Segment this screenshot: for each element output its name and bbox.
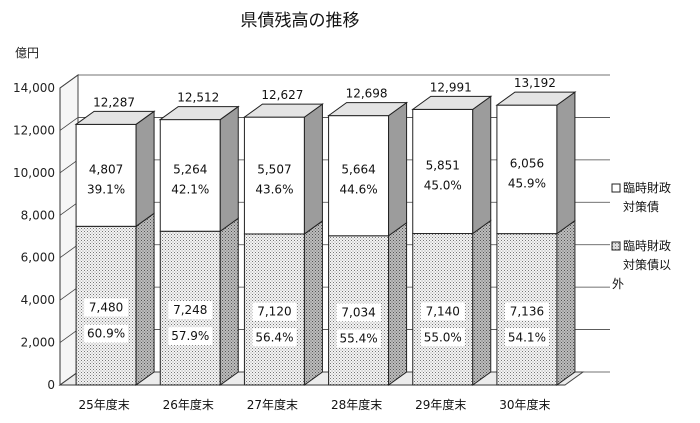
x-category-label: 29年度末 [415, 397, 466, 412]
pct-label-other: 55.4% [340, 331, 378, 345]
x-category-label: 28年度末 [331, 397, 382, 412]
value-label-bg [168, 301, 213, 320]
gridline-diagonal [59, 74, 79, 89]
bar-side-rinji [472, 95, 492, 235]
gridline-diagonal [59, 244, 79, 259]
value-label-rinji: 5,851 [426, 158, 460, 172]
bar-segment-rinji [159, 119, 221, 232]
bar-side-rinji [388, 101, 408, 237]
pct-label-other: 56.4% [255, 330, 293, 344]
value-label-other: 7,140 [426, 304, 460, 318]
x-category-label: 25年度末 [78, 397, 129, 412]
total-label: 12,627 [261, 88, 303, 102]
y-tick-label: 0 [47, 378, 55, 392]
legend-label-rinji: 対策債 [623, 199, 659, 214]
value-label-bg [420, 302, 465, 321]
pct-label-rinji: 43.6% [255, 183, 293, 197]
gridline-diagonal [59, 201, 79, 216]
gridline-diagonal [59, 371, 79, 386]
value-label-bg [336, 303, 381, 322]
pct-label-bg [420, 328, 465, 347]
total-label: 12,512 [177, 91, 219, 105]
legend-label-rinji: 臨時財政 [623, 180, 671, 195]
gridline-diagonal [59, 117, 79, 131]
pct-label-rinji: 39.1% [87, 182, 125, 196]
bar-side-rinji [303, 103, 323, 235]
bar-top [158, 106, 240, 121]
x-category-label: 27年度末 [247, 397, 298, 412]
y-tick-label: 2,000 [21, 336, 55, 350]
y-tick-label: 14,000 [13, 81, 55, 95]
pct-label-bg [168, 327, 213, 346]
value-label-bg [252, 302, 297, 321]
legend-label-other: 外 [612, 277, 624, 291]
legend-label-other: 臨時財政 [623, 238, 671, 253]
bar-segment-rinji [328, 115, 390, 237]
y-tick-label: 8,000 [21, 208, 55, 222]
pct-label-other: 55.0% [424, 330, 462, 344]
side-wall [59, 74, 79, 386]
value-label-bg [84, 298, 129, 317]
x-category-label: 26年度末 [163, 397, 214, 412]
bar-side-other [472, 219, 492, 386]
y-axis-unit-label: 億円 [15, 46, 39, 60]
pct-label-bg [504, 328, 549, 347]
gridline-diagonal [59, 159, 79, 174]
bar-segment-rinji [496, 104, 558, 235]
y-tick-label: 6,000 [21, 251, 55, 265]
value-label-other: 7,120 [257, 304, 291, 318]
gridline-diagonal [59, 329, 79, 343]
value-label-rinji: 4,807 [89, 162, 123, 176]
value-label-rinji: 6,056 [510, 156, 544, 170]
pct-label-bg [84, 324, 129, 343]
bar-top [411, 95, 493, 110]
value-label-other: 7,248 [173, 303, 207, 317]
legend-label-other: 対策債以 [623, 257, 671, 272]
legend-swatch-other [611, 241, 621, 251]
chart-title: 県債残高の推移 [241, 11, 360, 31]
x-category-label: 30年度末 [499, 397, 550, 412]
bar-side-other [219, 217, 239, 386]
bar-side-other [303, 219, 323, 386]
value-label-other: 7,480 [89, 301, 123, 315]
value-label-bg [504, 302, 549, 321]
gridline-diagonal [59, 286, 79, 301]
bar-top [242, 103, 324, 118]
y-tick-label: 4,000 [21, 293, 55, 307]
plot-area: 0 2,000 4,000 6,000 8,000 10,000 12,000 14,000 1… [13, 74, 610, 412]
y-tick-label: 10,000 [13, 166, 55, 180]
pct-label-bg [252, 328, 297, 347]
bar-top [495, 91, 577, 106]
pct-label-bg [336, 329, 381, 348]
pct-label-other: 60.9% [87, 327, 125, 341]
bar-segment-rinji [243, 116, 305, 235]
total-label: 12,698 [346, 87, 388, 101]
bar-side-rinji [556, 91, 576, 235]
pct-label-other: 57.9% [171, 329, 209, 343]
total-label: 13,192 [514, 76, 556, 90]
pct-label-rinji: 45.0% [424, 178, 462, 192]
value-label-rinji: 5,664 [341, 163, 375, 177]
legend-swatch-rinji [611, 183, 621, 193]
bar-side-other [135, 212, 155, 386]
pct-label-other: 54.1% [508, 330, 546, 344]
y-tick-label: 12,000 [13, 123, 55, 137]
bar-side-other [556, 219, 576, 386]
value-label-other: 7,136 [510, 304, 544, 318]
bar-side-rinji [135, 110, 155, 228]
value-label-other: 7,034 [341, 305, 375, 319]
bar-top [74, 110, 156, 125]
bar-side-other [388, 221, 408, 386]
bar-side-rinji [219, 105, 239, 233]
pct-label-rinji: 42.1% [171, 182, 209, 196]
total-label: 12,991 [430, 80, 472, 94]
value-label-rinji: 5,507 [257, 163, 291, 177]
total-label: 12,287 [93, 95, 135, 109]
bar-top [327, 102, 409, 117]
pct-label-rinji: 44.6% [340, 183, 378, 197]
value-label-rinji: 5,264 [173, 162, 207, 176]
pct-label-rinji: 45.9% [508, 176, 546, 190]
